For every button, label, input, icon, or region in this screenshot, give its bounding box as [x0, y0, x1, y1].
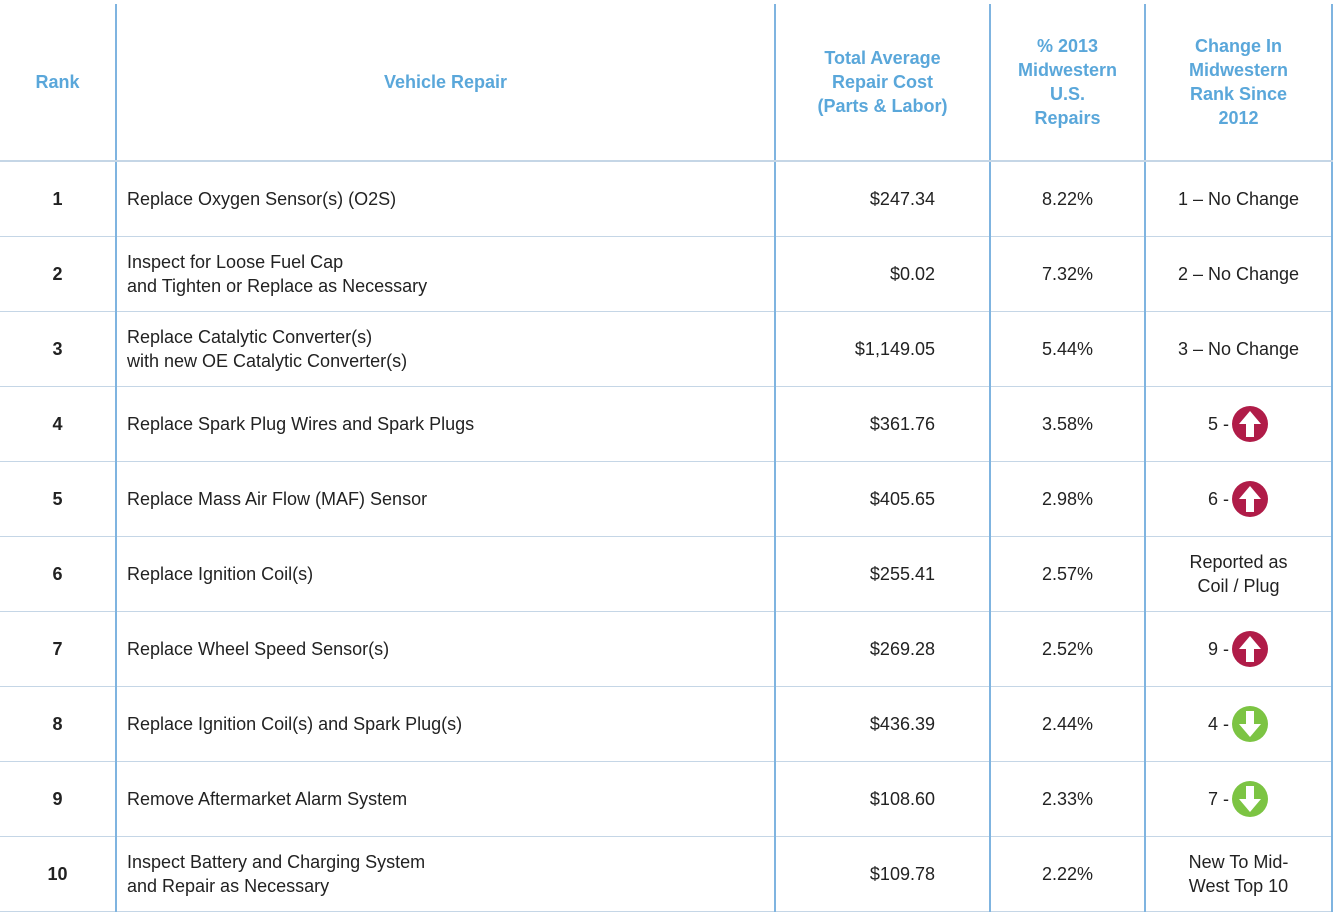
cost-cell: $108.60: [774, 761, 990, 837]
change-cell: 6 -: [1144, 461, 1333, 537]
table-row: 2 Inspect for Loose Fuel Cap and Tighten …: [0, 236, 1333, 312]
table-row: 1 Replace Oxygen Sensor(s) (O2S) $247.34 8.…: [0, 161, 1333, 237]
trend-icon-down: [1232, 706, 1268, 742]
change-text: 6 -: [1207, 489, 1229, 509]
repair-table: Rank Vehicle Repair Total Average Repair C…: [0, 4, 1333, 912]
change-cell: 9 -: [1144, 611, 1333, 687]
table-row: 8 Replace Ignition Coil(s) and Spark Plug…: [0, 686, 1333, 762]
change-text: 4 -: [1207, 714, 1229, 734]
repair-cell: Replace Oxygen Sensor(s) (O2S): [115, 161, 775, 237]
share-cell: 5.44%: [989, 311, 1145, 387]
cost-cell: $247.34: [774, 161, 990, 237]
change-cell: 4 -: [1144, 686, 1333, 762]
share-cell: 2.44%: [989, 686, 1145, 762]
rank-cell: 10: [0, 836, 116, 912]
rank-cell: 5: [0, 461, 116, 537]
repair-cell: Remove Aftermarket Alarm System: [115, 761, 775, 837]
change-with-icon: 6 -: [1208, 480, 1269, 518]
share-cell: 2.98%: [989, 461, 1145, 537]
table-head: Rank Vehicle Repair Total Average Repair C…: [0, 4, 1333, 162]
column-header: Total Average Repair Cost (Parts & Labor…: [774, 4, 990, 162]
cost-cell: $436.39: [774, 686, 990, 762]
body: {"table": { "headers": ["Rank", "Vehicle…: [0, 4, 1338, 923]
repair-cell: Inspect for Loose Fuel Cap and Tighten o…: [115, 236, 775, 312]
change-with-icon: 7 -: [1208, 780, 1269, 818]
repair-cell: Replace Spark Plug Wires and Spark Plugs: [115, 386, 775, 462]
repair-cell: Replace Ignition Coil(s) and Spark Plug(…: [115, 686, 775, 762]
change-cell: 7 -: [1144, 761, 1333, 837]
cost-cell: $405.65: [774, 461, 990, 537]
rank-cell: 8: [0, 686, 116, 762]
change-cell: New To Mid- West Top 10: [1144, 836, 1333, 912]
table-row: 4 Replace Spark Plug Wires and Spark Plug…: [0, 386, 1333, 462]
repair-cell: Replace Mass Air Flow (MAF) Sensor: [115, 461, 775, 537]
repair-cell: Replace Wheel Speed Sensor(s): [115, 611, 775, 687]
change-text: 7 -: [1207, 789, 1229, 809]
header-row: Rank Vehicle Repair Total Average Repair C…: [0, 4, 1333, 162]
cost-cell: $0.02: [774, 236, 990, 312]
column-header: % 2013 Midwestern U.S. Repairs: [989, 4, 1145, 162]
cost-cell: $109.78: [774, 836, 990, 912]
change-cell: 2 – No Change: [1144, 236, 1333, 312]
share-cell: 2.52%: [989, 611, 1145, 687]
repair-cell: Replace Catalytic Converter(s) with new …: [115, 311, 775, 387]
table-row: 10 Inspect Battery and Charging System an…: [0, 836, 1333, 912]
column-header: Vehicle Repair: [115, 4, 775, 162]
change-with-icon: 4 -: [1208, 705, 1269, 743]
change-cell: 5 -: [1144, 386, 1333, 462]
table-row: 7 Replace Wheel Speed Sensor(s) $269.28 2.5…: [0, 611, 1333, 687]
rank-cell: 6: [0, 536, 116, 612]
change-text: 5 -: [1207, 414, 1229, 434]
change-cell: Reported as Coil / Plug: [1144, 536, 1333, 612]
share-cell: 2.22%: [989, 836, 1145, 912]
trend-arrow: [1239, 411, 1261, 437]
share-cell: 8.22%: [989, 161, 1145, 237]
change-text: 9 -: [1207, 639, 1229, 659]
change-cell: 3 – No Change: [1144, 311, 1333, 387]
share-cell: 2.57%: [989, 536, 1145, 612]
column-header: Rank: [0, 4, 116, 162]
table-body: 1 Replace Oxygen Sensor(s) (O2S) $247.34 8.…: [0, 161, 1333, 912]
trend-arrow: [1239, 786, 1261, 812]
cost-cell: $255.41: [774, 536, 990, 612]
table-row: 5 Replace Mass Air Flow (MAF) Sensor $405.…: [0, 461, 1333, 537]
rank-cell: 3: [0, 311, 116, 387]
cost-cell: $361.76: [774, 386, 990, 462]
table-row: 3 Replace Catalytic Converter(s) with new…: [0, 311, 1333, 387]
rank-cell: 2: [0, 236, 116, 312]
table-row: 9 Remove Aftermarket Alarm System $108.60 2…: [0, 761, 1333, 837]
change-with-icon: 5 -: [1208, 405, 1269, 443]
trend-icon-up: [1232, 631, 1268, 667]
change-cell: 1 – No Change: [1144, 161, 1333, 237]
rank-cell: 4: [0, 386, 116, 462]
cost-cell: $1,149.05: [774, 311, 990, 387]
share-cell: 2.33%: [989, 761, 1145, 837]
repair-cell: Replace Ignition Coil(s): [115, 536, 775, 612]
rank-cell: 7: [0, 611, 116, 687]
repair-cell: Inspect Battery and Charging System and …: [115, 836, 775, 912]
change-with-icon: 9 -: [1208, 630, 1269, 668]
trend-arrow: [1239, 711, 1261, 737]
column-header: Change In Midwestern Rank Since 2012: [1144, 4, 1333, 162]
table-row: 6 Replace Ignition Coil(s) $255.41 2.57% Rep…: [0, 536, 1333, 612]
share-cell: 7.32%: [989, 236, 1145, 312]
rank-cell: 1: [0, 161, 116, 237]
trend-icon-down: [1232, 781, 1268, 817]
cost-cell: $269.28: [774, 611, 990, 687]
rank-cell: 9: [0, 761, 116, 837]
trend-icon-up: [1232, 406, 1268, 442]
trend-arrow: [1239, 486, 1261, 512]
share-cell: 3.58%: [989, 386, 1145, 462]
trend-arrow: [1239, 636, 1261, 662]
trend-icon-up: [1232, 481, 1268, 517]
